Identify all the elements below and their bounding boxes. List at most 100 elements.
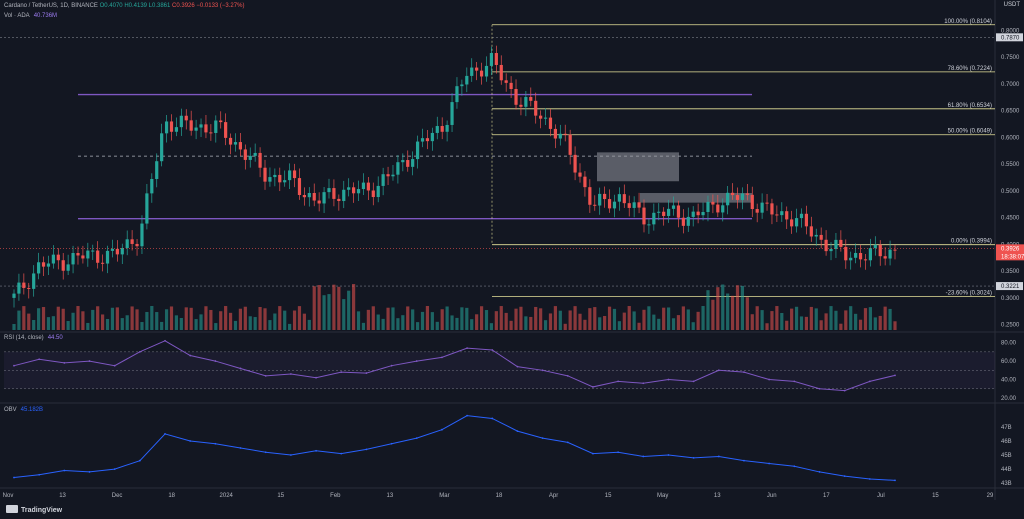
price-candle <box>96 250 100 263</box>
tradingview-logo[interactable]: TradingView <box>6 505 62 514</box>
volume-bar <box>61 308 65 330</box>
price-candle <box>868 248 872 261</box>
price-candle <box>676 205 681 218</box>
price-candle <box>228 137 233 145</box>
volume-bar <box>371 306 375 330</box>
volume-bar <box>849 306 853 330</box>
volume-bar <box>489 323 494 330</box>
price-candle <box>573 154 577 173</box>
volume-bar <box>794 306 799 330</box>
volume-bar <box>529 316 533 330</box>
volume-bar <box>839 323 843 330</box>
price-candle <box>701 212 705 216</box>
volume-bar <box>204 306 208 330</box>
volume-bar <box>888 308 892 330</box>
fib-level-label: 50.00% (0.6049) <box>948 129 992 135</box>
price-candle <box>765 202 769 204</box>
price-candle <box>622 194 626 204</box>
price-candle <box>809 226 813 237</box>
price-candle <box>804 213 809 227</box>
price-candle <box>529 96 533 101</box>
volume-bar <box>292 310 297 330</box>
price-candle <box>780 211 784 216</box>
volume-bar <box>465 307 469 330</box>
time-axis-tick: 13 <box>387 493 394 499</box>
volume-bar <box>706 290 710 330</box>
price-candle <box>484 65 489 77</box>
price-axis-tick: 0.8000 <box>1001 28 1020 34</box>
time-axis-tick: Feb <box>330 493 341 499</box>
symbol-title[interactable]: Cardano / TetherUS, 1D, BINANCE <box>4 3 98 9</box>
time-axis-tick: Dec <box>112 493 123 499</box>
price-candle <box>475 67 479 71</box>
volume-bar <box>519 306 523 330</box>
order-block-box <box>640 193 752 203</box>
price-candle <box>470 67 474 76</box>
price-level-badge <box>996 33 1023 42</box>
price-candle <box>878 244 882 257</box>
price-candle <box>32 273 36 289</box>
volume-bar <box>386 307 390 330</box>
volume-bar <box>809 306 813 330</box>
price-candle <box>71 252 75 265</box>
volume-bar <box>17 310 21 330</box>
rsi-label: RSI (14, close) <box>4 335 44 341</box>
obv-legend[interactable]: OBV 45.182B <box>4 406 43 414</box>
rsi-legend[interactable]: RSI (14, close) 44.50 <box>4 334 63 342</box>
volume-bar <box>622 312 626 330</box>
last-price-badge <box>996 244 1024 261</box>
price-candle <box>785 211 789 220</box>
volume-bar <box>322 295 326 330</box>
price-candle <box>893 249 897 251</box>
volume-bar <box>573 306 577 330</box>
price-candle <box>337 198 341 202</box>
volume-bar <box>524 316 528 330</box>
rsi-axis-tick: 20.00 <box>1001 396 1017 402</box>
volume-bar <box>219 311 223 330</box>
price-candle <box>632 202 636 208</box>
volume-bar <box>66 321 70 330</box>
currency-label[interactable]: USDT <box>1003 2 1020 8</box>
price-candle <box>494 53 498 65</box>
obv-point <box>415 437 418 440</box>
price-candle <box>657 211 661 213</box>
price-candle <box>844 246 848 261</box>
volume-bar <box>150 306 154 330</box>
price-candle <box>386 174 390 177</box>
rsi-point <box>491 349 494 351</box>
rsi-point <box>566 374 569 377</box>
obv-point <box>818 471 821 473</box>
volume-legend[interactable]: Vol · ADA 40.736M <box>4 12 57 20</box>
volume-bar <box>780 312 784 330</box>
volume-bar <box>411 309 415 330</box>
volume-bar <box>37 308 41 330</box>
volume-bar <box>893 321 897 330</box>
rsi-point <box>793 380 796 383</box>
volume-bar <box>71 312 75 330</box>
volume-bar <box>799 316 804 330</box>
volume-bar <box>735 285 740 330</box>
rsi-point <box>642 382 645 385</box>
volume-bar <box>406 306 410 330</box>
price-candle <box>371 190 375 198</box>
price-candle <box>292 170 297 179</box>
rsi-point <box>113 364 116 367</box>
last-price-label: 0.3926 <box>1001 246 1020 252</box>
volume-bar <box>593 307 597 330</box>
price-candle <box>273 174 277 178</box>
obv-point <box>516 430 519 433</box>
price-level-label: 0.7870 <box>1001 35 1020 41</box>
volume-bar <box>716 287 720 330</box>
price-candle <box>671 205 676 209</box>
price-candle <box>706 201 710 213</box>
volume-bar <box>125 315 129 330</box>
volume-bar <box>612 308 617 330</box>
price-candle <box>411 159 415 167</box>
price-candle <box>834 239 838 249</box>
rsi-axis-tick: 80.00 <box>1001 341 1017 347</box>
volume-bar <box>440 309 444 330</box>
rsi-point <box>38 358 41 361</box>
volume-bar <box>578 313 582 330</box>
